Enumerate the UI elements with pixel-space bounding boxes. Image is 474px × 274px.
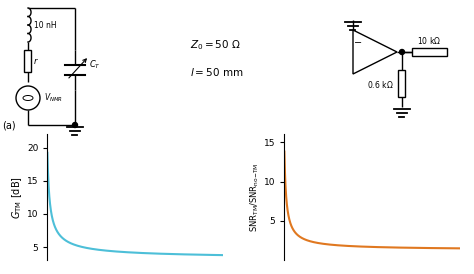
- Text: $V_{NMR}$: $V_{NMR}$: [44, 92, 63, 104]
- Text: $0.6\ \rm k\Omega$: $0.6\ \rm k\Omega$: [367, 79, 393, 90]
- Bar: [25, 50, 31, 72]
- Circle shape: [400, 50, 404, 55]
- Text: $C_T$: $C_T$: [89, 59, 101, 71]
- Text: $Z_0 = 50\ \Omega$: $Z_0 = 50\ \Omega$: [190, 38, 241, 52]
- Bar: [399, 70, 405, 97]
- Circle shape: [73, 122, 78, 127]
- Bar: [412, 48, 447, 56]
- Text: $10\ \rm k\Omega$: $10\ \rm k\Omega$: [417, 35, 441, 45]
- Text: −: −: [354, 38, 362, 48]
- Y-axis label: $G_{\rm TM}$ [dB]: $G_{\rm TM}$ [dB]: [10, 176, 24, 219]
- Text: (a): (a): [2, 120, 16, 130]
- Text: $l = 50\ \rm mm$: $l = 50\ \rm mm$: [190, 66, 244, 78]
- Y-axis label: $\rm SNR_{TM}/SNR_{no\!-\!TM}$: $\rm SNR_{TM}/SNR_{no\!-\!TM}$: [248, 162, 261, 232]
- Text: 10 nH: 10 nH: [34, 21, 56, 30]
- Text: r: r: [34, 56, 37, 65]
